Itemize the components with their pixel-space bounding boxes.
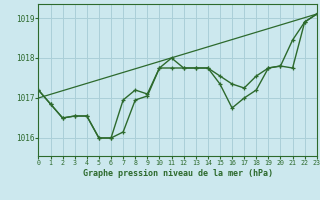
X-axis label: Graphe pression niveau de la mer (hPa): Graphe pression niveau de la mer (hPa) (83, 169, 273, 178)
